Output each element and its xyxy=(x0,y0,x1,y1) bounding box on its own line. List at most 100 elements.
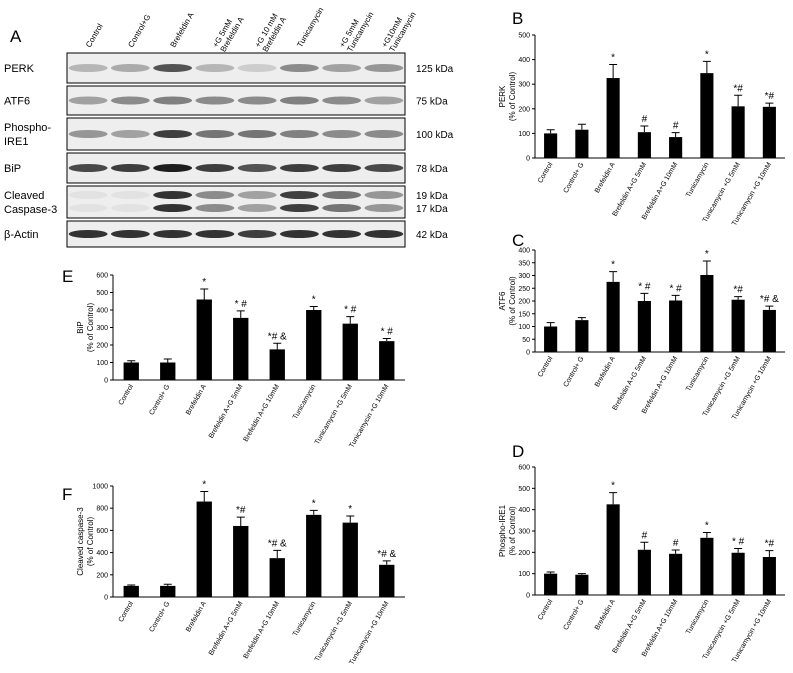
size-label: 78 kDa xyxy=(416,164,448,175)
blot-band xyxy=(153,230,193,238)
error-bar xyxy=(734,547,743,553)
blot-band xyxy=(68,204,108,212)
y-tick-label: 800 xyxy=(96,506,108,513)
error-bar xyxy=(734,94,743,107)
bar xyxy=(160,585,176,597)
row-label: BiP xyxy=(4,163,21,175)
y-tick-label: 50 xyxy=(522,337,530,344)
y-axis-label: (% of Control) xyxy=(508,276,517,326)
bar xyxy=(544,133,558,158)
blot-band xyxy=(110,230,150,238)
x-tick-label: Tunicamycin xyxy=(685,161,711,198)
row-label: Caspase-3 xyxy=(4,204,57,216)
error-bar xyxy=(163,358,172,363)
y-tick-label: 300 xyxy=(518,529,530,536)
y-tick-label: 0 xyxy=(526,156,530,163)
error-bar xyxy=(577,573,586,575)
bar xyxy=(575,574,589,595)
y-tick-label: 250 xyxy=(518,286,530,293)
x-tick-label: Control xyxy=(118,600,136,623)
blot-band xyxy=(364,164,404,172)
blot-band xyxy=(364,96,404,105)
x-tick-label: Tunicamycin xyxy=(292,383,318,420)
bar xyxy=(160,362,176,380)
blot-band xyxy=(237,204,277,212)
blot-band xyxy=(153,64,193,72)
bar xyxy=(606,504,620,595)
x-tick-label: Control+ G xyxy=(563,356,586,389)
x-tick-label: Brefeldin A+G 10mM xyxy=(641,355,680,415)
x-tick-label: Control xyxy=(537,598,555,621)
blot-band xyxy=(110,96,150,105)
y-axis-label: (% of Control) xyxy=(508,71,517,121)
annotation: * # xyxy=(638,281,651,292)
y-tick-label: 100 xyxy=(518,324,530,331)
error-bar xyxy=(236,516,245,526)
annotation: *# xyxy=(733,83,743,94)
bar xyxy=(637,301,651,352)
error-bar xyxy=(609,492,618,505)
bar xyxy=(731,552,745,595)
bar xyxy=(306,310,322,380)
row-label: ATF6 xyxy=(4,96,30,108)
y-tick-label: 400 xyxy=(96,308,108,315)
panel-letter: D xyxy=(512,442,524,461)
blot-band xyxy=(279,230,319,238)
blot-band xyxy=(322,230,362,238)
size-label: 42 kDa xyxy=(416,230,448,241)
annotation: * xyxy=(705,249,709,260)
size-label: 17 kDa xyxy=(416,204,448,215)
row-label: Cleaved xyxy=(4,190,44,202)
error-bar xyxy=(765,550,774,558)
error-bar xyxy=(273,549,282,559)
annotation: *# xyxy=(733,285,743,296)
error-bar xyxy=(734,296,743,300)
x-tick-label: Control xyxy=(537,161,555,184)
x-tick-label: Control+ G xyxy=(148,384,171,417)
bar xyxy=(637,549,651,595)
annotation: * # xyxy=(344,305,357,316)
blot-band xyxy=(68,96,108,105)
blot-band xyxy=(237,96,277,105)
y-tick-label: 350 xyxy=(518,260,530,267)
x-tick-label: Brefeldin A xyxy=(594,161,617,194)
lane-label: Control xyxy=(84,22,105,49)
annotation: *# xyxy=(765,91,775,102)
y-tick-label: 200 xyxy=(518,299,530,306)
error-bar xyxy=(671,549,680,554)
y-tick-label: 0 xyxy=(104,595,108,602)
x-tick-label: Brefeldin A+G 5mM xyxy=(612,355,649,411)
x-tick-label: Tunicamycin +G 5mM xyxy=(314,600,354,663)
blot-band xyxy=(195,64,235,72)
x-tick-label: Tunicamycin +G 10mM xyxy=(348,600,390,666)
y-tick-label: 600 xyxy=(518,465,530,472)
bar xyxy=(700,73,714,158)
blot-band xyxy=(195,130,235,138)
x-tick-label: Tunicamycin xyxy=(685,598,711,635)
y-tick-label: 150 xyxy=(518,311,530,318)
blot-band xyxy=(195,204,235,212)
annotation: *# xyxy=(236,505,246,516)
blot-band xyxy=(279,64,319,72)
bar xyxy=(700,537,714,595)
error-bar xyxy=(546,322,555,327)
x-tick-label: Control xyxy=(537,355,555,378)
y-tick-label: 0 xyxy=(526,350,530,357)
bar xyxy=(669,137,683,158)
blot-band xyxy=(237,64,277,72)
blot-band xyxy=(322,191,362,199)
error-bar xyxy=(702,60,711,74)
x-tick-label: Brefeldin A+G 10mM xyxy=(641,161,680,221)
y-tick-label: 200 xyxy=(518,550,530,557)
row-label: β-Actin xyxy=(4,229,38,241)
blot-band xyxy=(279,164,319,172)
annotation: * xyxy=(611,481,615,492)
y-tick-label: 200 xyxy=(518,106,530,113)
bar xyxy=(123,585,139,597)
blot-band xyxy=(110,64,150,72)
blot-band xyxy=(237,191,277,199)
blot-box xyxy=(66,185,406,219)
error-bar xyxy=(671,132,680,138)
y-tick-label: 300 xyxy=(518,82,530,89)
annotation: *# xyxy=(765,539,775,550)
